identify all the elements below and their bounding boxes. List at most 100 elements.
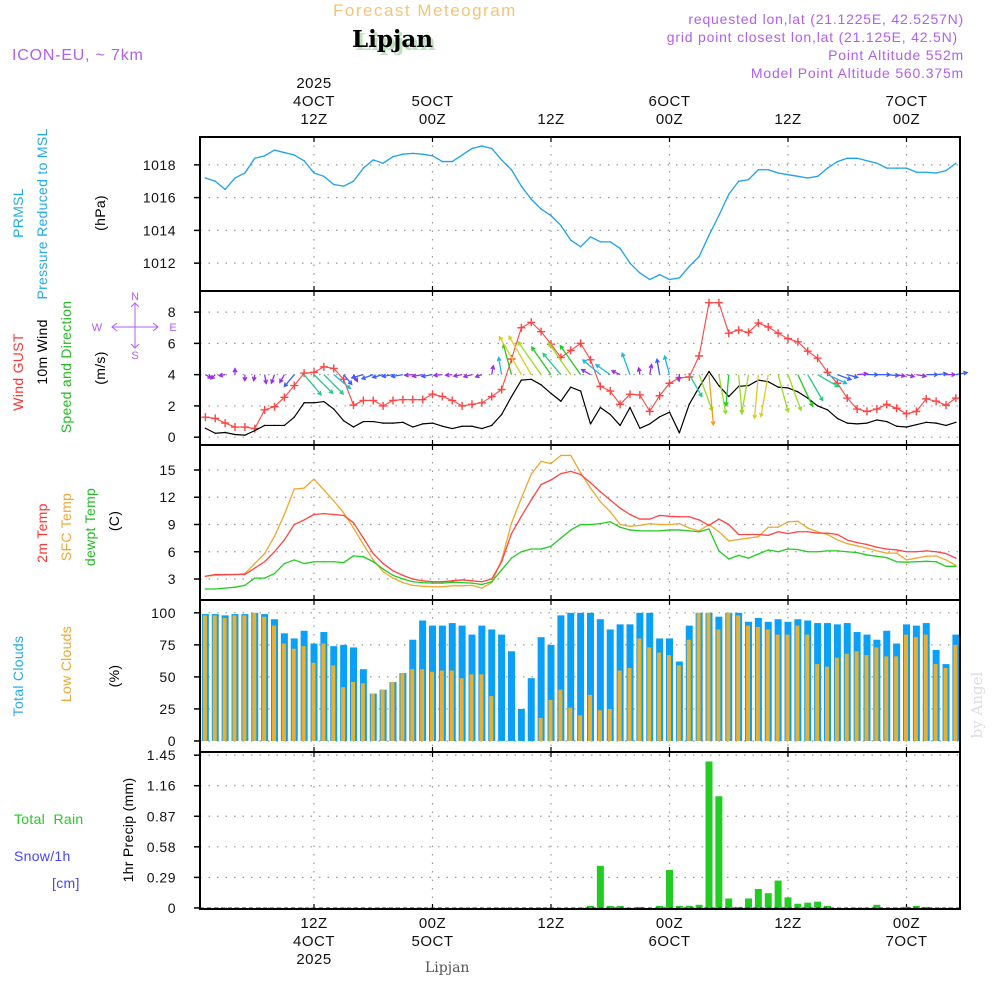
pressure-point (313, 172, 315, 174)
pressure-point (728, 193, 730, 196)
temp-2m-point (550, 479, 552, 481)
low-cloud-bar (262, 616, 267, 741)
low-cloud-bar (657, 652, 662, 741)
low-clouds-label: Low Clouds (58, 626, 74, 702)
sfc-temp-point (342, 511, 345, 514)
wind-direction-arrow (270, 374, 276, 385)
temp-2m-point (678, 516, 681, 518)
temp-2m-point (609, 499, 611, 501)
low-cloud-bar (607, 708, 612, 741)
pressure-point (510, 169, 513, 171)
dewpt-temp-point (678, 529, 681, 531)
wind-speed-point (836, 417, 839, 420)
wind-speed-point (688, 403, 690, 406)
temp-2m-point (520, 515, 523, 518)
x-tick-label-top: 6OCT (648, 93, 690, 110)
dewpt-temp-point (945, 565, 947, 567)
gust-point (843, 394, 852, 403)
temp-2m-point (955, 557, 957, 559)
total-cloud-bar (537, 637, 545, 741)
wind-direction-arrow (242, 374, 248, 383)
gust-point (418, 395, 427, 404)
y-tick-label: 12 (159, 489, 176, 505)
wind-direction-arrow (636, 366, 642, 375)
temp-2m-point (471, 580, 473, 582)
temp-2m-point (313, 513, 315, 516)
low-cloud-bar (351, 682, 355, 741)
temp-2m-point (342, 514, 345, 517)
dewpt-temp-point (777, 551, 779, 553)
precip-label: 1hr Precip (mm) (120, 778, 136, 883)
gust-point (665, 379, 674, 388)
dewpt-temp-point (224, 587, 226, 589)
dewpt-temp-point (263, 577, 266, 579)
dewpt-temp-point (471, 582, 473, 584)
wind-direction-arrow (827, 374, 848, 385)
dewpt-temp-point (491, 581, 493, 583)
low-cloud-bar (321, 643, 326, 741)
sfc-temp-point (836, 539, 839, 541)
wind-speed-point (678, 432, 681, 434)
dewpt-temp-point (688, 530, 690, 532)
dewpt-temp-point (570, 529, 572, 531)
temp-2m-point (737, 533, 740, 536)
wind-direction-arrow (444, 372, 453, 378)
wind-direction-arrow (381, 373, 394, 379)
gust-point (863, 407, 871, 416)
sfc-temp-point (629, 525, 631, 528)
y-tick-label: 8 (168, 304, 176, 320)
wind-speed-point (856, 423, 858, 425)
gust-point (586, 355, 595, 364)
x-tick-label-bottom: 2025 (296, 951, 331, 968)
wind-speed-point (698, 386, 700, 388)
compass-s: S (131, 350, 138, 362)
pressure-point (629, 262, 631, 264)
gust-point (379, 401, 388, 410)
pressure-point (283, 151, 286, 154)
dewpt-temp-point (826, 550, 829, 552)
pressure-point (530, 198, 532, 200)
temp-2m-point (362, 537, 365, 539)
sfc-temp-point (362, 543, 365, 546)
sfc-temp-point (313, 478, 315, 480)
hpa-unit-label: (hPa) (92, 195, 108, 231)
sfc-temp-point (895, 552, 898, 554)
temp-2m-point (925, 550, 927, 552)
temp-2m-point (510, 532, 513, 535)
dewpt-temp-point (392, 574, 394, 577)
wind-direction-arrow (452, 373, 463, 378)
gust-point (240, 423, 249, 432)
temp-2m-point (333, 513, 335, 516)
temp-2m-point (293, 523, 295, 526)
dewpt-temp-point (520, 551, 523, 553)
x-tick-label-bottom: 12Z (300, 915, 327, 932)
total-cloud-bar (547, 644, 555, 741)
low-cloud-bar (558, 689, 563, 741)
dewpt-temp-point (895, 561, 898, 563)
temp-2m-point (718, 518, 720, 520)
dewpt-temp-point (915, 561, 918, 563)
temp-2m-point (303, 519, 305, 521)
dewpt-temp-point (412, 581, 414, 583)
requested-coords: requested lon,lat (21.1225E, 42.5257N) (688, 11, 964, 27)
speed-direction-label: Speed and Direction (58, 301, 74, 434)
sfc-temp-point (816, 531, 819, 533)
sfc-temp-point (757, 536, 760, 538)
total-cloud-bar (596, 619, 604, 741)
wind-speed-point (787, 387, 789, 389)
wind-direction-arrow (283, 374, 295, 388)
precip-bar (725, 898, 733, 908)
gust-point (290, 381, 299, 390)
pressure-point (846, 157, 848, 159)
low-cloud-bar (568, 707, 573, 741)
low-cloud-bar (252, 612, 257, 741)
dewpt-temp-point (876, 555, 878, 557)
low-cloud-bar (785, 634, 790, 741)
dewpt-temp-point (767, 549, 769, 551)
wind-speed-point (658, 416, 661, 418)
dewpt-temp-point (905, 561, 908, 563)
pressure-point (678, 277, 681, 279)
low-cloud-bar (538, 717, 543, 741)
total-cloud-bar (567, 612, 575, 741)
